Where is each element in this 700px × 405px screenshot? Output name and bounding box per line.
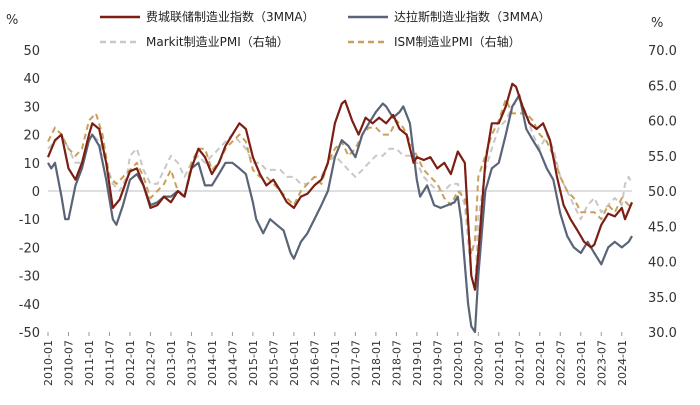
legend-label-philly: 费城联储制造业指数（3MMA） (146, 9, 315, 24)
x-tick-label: 2012-01 (124, 340, 137, 386)
right-tick-label: 60.0 (648, 115, 677, 130)
x-tick-label: 2018-01 (370, 340, 383, 386)
legend-label-markit: Markit制造业PMI（右轴） (146, 34, 289, 49)
x-tick-label: 2024-01 (616, 340, 629, 386)
right-tick-label: 30.0 (648, 326, 677, 341)
x-tick-label: 2022-01 (534, 340, 547, 386)
left-tick-label: 40 (23, 72, 40, 87)
left-tick-label: 10 (23, 157, 40, 172)
series-line-ism (47, 98, 632, 256)
x-tick-label: 2011-07 (103, 340, 116, 386)
series-line-philly (46, 82, 634, 291)
x-tick-label: 2014-01 (206, 340, 219, 386)
left-tick-label: -20 (19, 241, 40, 256)
x-tick-label: 2016-01 (288, 340, 301, 386)
series-line-dallas (47, 94, 633, 334)
right-tick-label: 50.0 (648, 185, 677, 200)
right-tick-label: 55.0 (648, 150, 677, 165)
x-tick-label: 2010-07 (62, 340, 75, 386)
legend-item-markit: Markit制造业PMI（右轴） (100, 34, 289, 49)
right-tick-label: 40.0 (648, 256, 677, 271)
right-tick-label: 35.0 (648, 291, 677, 306)
x-tick-label: 2020-07 (472, 340, 485, 386)
legend-label-dallas: 达拉斯制造业指数（3MMA） (394, 9, 551, 24)
series-line-markit (47, 98, 633, 291)
x-tick-label: 2010-01 (42, 340, 55, 386)
x-tick-label: 2015-01 (247, 340, 260, 386)
x-tick-label: 2020-01 (452, 340, 465, 386)
x-tick-label: 2011-01 (83, 340, 96, 386)
right-tick-label: 65.0 (648, 79, 677, 94)
left-tick-label: -10 (19, 213, 40, 228)
left-axis-ticks: -50 -40 -30 -20 -10 0 10 20 30 40 50 (19, 44, 40, 341)
right-tick-label: 70.0 (648, 44, 677, 59)
x-tick-label: 2022-07 (554, 340, 567, 386)
left-tick-label: -30 (19, 270, 40, 285)
series-lines (46, 82, 634, 334)
x-tick-label: 2018-07 (390, 340, 403, 386)
left-axis-unit: % (6, 13, 18, 28)
right-axis-ticks: 30.0 35.0 40.0 45.0 50.0 55.0 60.0 65.0 70.0 (648, 44, 677, 341)
left-tick-label: 0 (32, 185, 40, 200)
left-tick-label: 20 (23, 129, 40, 144)
legend: 费城联储制造业指数（3MMA） 达拉斯制造业指数（3MMA） Markit制造业… (100, 9, 551, 49)
x-tick-label: 2013-01 (165, 340, 178, 386)
legend-item-dallas: 达拉斯制造业指数（3MMA） (348, 9, 551, 24)
x-tick-label: 2012-07 (144, 340, 157, 386)
x-tick-label: 2019-01 (411, 340, 424, 386)
x-tick-label: 2017-01 (329, 340, 342, 386)
x-tick-label: 2023-01 (575, 340, 588, 386)
left-tick-label: 30 (23, 100, 40, 115)
x-tick-label: 2021-07 (513, 340, 526, 386)
x-tick-label: 2023-07 (595, 340, 608, 386)
x-tick-label: 2015-07 (267, 340, 280, 386)
legend-label-ism: ISM制造业PMI（右轴） (394, 34, 521, 49)
x-tick-label: 2014-07 (226, 340, 239, 386)
left-tick-label: 50 (23, 44, 40, 59)
x-axis-ticks: 2010-01 2010-07 2011-01 2011-07 2012-01 2012-… (42, 332, 629, 386)
x-tick-label: 2017-07 (349, 340, 362, 386)
x-tick-label: 2013-07 (185, 340, 198, 386)
right-tick-label: 45.0 (648, 220, 677, 235)
x-tick-label: 2021-01 (493, 340, 506, 386)
x-tick-label: 2016-07 (308, 340, 321, 386)
left-tick-label: -40 (19, 298, 40, 313)
x-tick-label: 2019-07 (431, 340, 444, 386)
legend-item-ism: ISM制造业PMI（右轴） (348, 34, 521, 49)
right-axis-unit: % (651, 16, 663, 31)
legend-item-philly: 费城联储制造业指数（3MMA） (100, 9, 315, 24)
left-tick-label: -50 (19, 326, 40, 341)
